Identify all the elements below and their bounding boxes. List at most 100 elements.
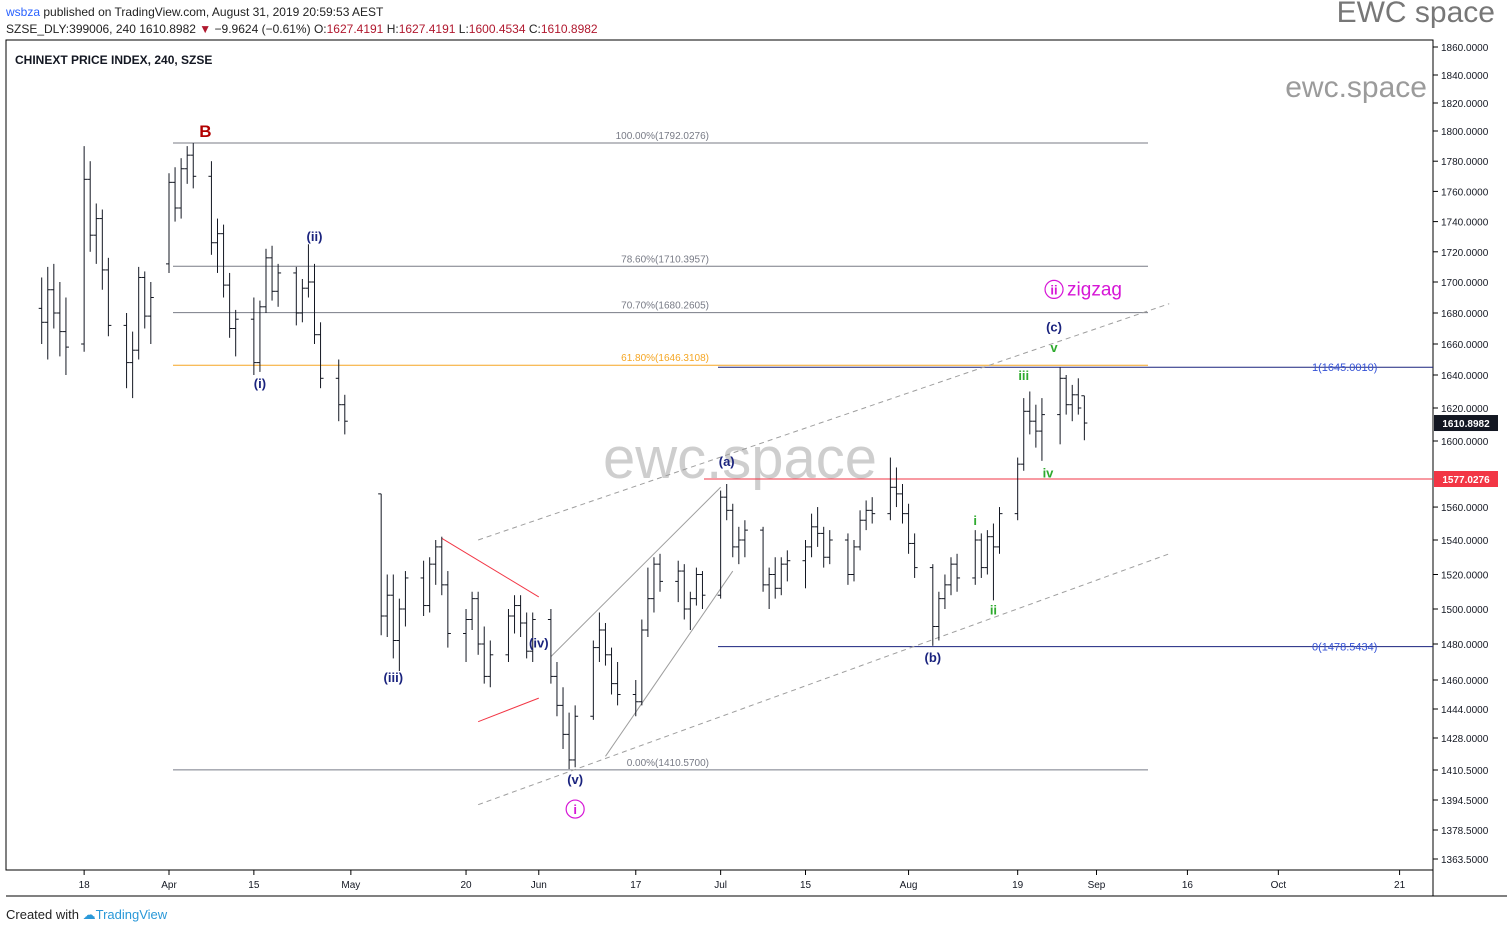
y-tick-label: 1660.0000 [1441,340,1489,351]
y-tick-label: 1363.5000 [1441,855,1489,866]
x-tick-label: 20 [460,880,472,891]
wave-label: (v) [567,772,583,787]
wave-labels: B(i)(ii)(iii)(iv)(v)i(a)(b)(c)ii zigzagii… [199,122,1122,819]
y-tick-label: 1640.0000 [1441,371,1489,382]
y-tick-label: 1800.0000 [1441,127,1489,138]
low-value: 1600.4534 [468,22,526,36]
wave-label: ii [1050,282,1057,297]
time-axis[interactable]: 18 Apr 15 May 20 Jun 17 Jul 15 Aug 19 Sep 16 Oct 21 [79,870,1406,891]
x-tick-label: May [341,880,360,891]
y-tick-label: 1680.0000 [1441,309,1489,320]
wave-label: B [199,122,211,141]
published-text: published on TradingView.com, August 31,… [43,5,384,19]
high-value: 1627.4191 [398,22,456,36]
y-tick-label: 1740.0000 [1441,218,1489,229]
watermark-small: ewc.space [1285,71,1427,104]
x-tick-label: 19 [1012,880,1024,891]
trendline[interactable] [478,303,1170,541]
x-tick-label: Sep [1088,880,1106,891]
x-tick-label: Apr [161,880,177,891]
tradingview-link[interactable]: TradingView [95,907,168,922]
x-tick-label: Jul [714,880,727,891]
o-label: O: [313,22,327,36]
c-label: C: [528,22,541,36]
fib-label: 70.70%(1680.2605) [621,301,709,312]
symbol-text: SZSE_DLY:399006, 240 [6,22,136,36]
x-tick-label: Oct [1271,880,1287,891]
tradingview-logo-icon[interactable]: ☁ [82,907,96,922]
trendline[interactable] [605,570,734,757]
y-tick-label: 1760.0000 [1441,187,1489,198]
y-tick-label: 1378.5000 [1441,826,1489,837]
chart-title: CHINEXT PRICE INDEX, 240, SZSE [15,53,212,67]
y-tick-label: 1500.0000 [1441,605,1489,616]
price-axis[interactable]: 1860.0000 1840.0000 1820.0000 1800.0000 1780… [1433,43,1498,866]
x-tick-label: 17 [630,880,642,891]
x-tick-label: Jun [531,880,547,891]
change-text: −9.9624 (−0.61%) [214,22,311,36]
price-badge-label: 1577.0276 [1442,475,1490,486]
y-tick-label: 1600.0000 [1441,437,1489,448]
y-tick-label: 1780.0000 [1441,157,1489,168]
publisher-user[interactable]: wsbza [6,5,41,19]
wave-label: (c) [1046,320,1062,335]
trendline[interactable] [441,537,540,598]
projection-label: 1(1645.0010) [1312,362,1377,374]
ohlc-line: SZSE_DLY:399006, 240 1610.8982 ▼ −9.9624… [6,22,598,36]
wave-circle-icon [1044,279,1064,299]
change-down-icon: ▼ [199,22,212,36]
y-tick-label: 1620.0000 [1441,404,1489,415]
fib-label: 61.80%(1646.3108) [621,353,709,364]
trendline[interactable] [477,697,539,723]
y-tick-label: 1560.0000 [1441,503,1489,514]
price-badge-label: 1610.8982 [1442,419,1490,430]
y-tick-label: 1428.0000 [1441,734,1489,745]
y-tick-label: 1820.0000 [1441,99,1489,110]
wave-label: (b) [925,650,942,665]
ohlc-bars [38,143,1088,770]
created-with-text: Created with [6,907,79,922]
y-tick-label: 1700.0000 [1441,278,1489,289]
x-tick-label: 15 [248,880,260,891]
l-label: L: [458,22,469,36]
last-price: 1610.8982 [139,22,196,36]
wave-label: (i) [254,376,266,391]
footer: Created with ☁TradingView [6,907,167,923]
wave-label-suffix: zigzag [1067,279,1122,300]
wave-label: (ii) [307,229,323,244]
y-tick-label: 1520.0000 [1441,571,1489,582]
trendline[interactable] [550,486,721,657]
y-tick-label: 1460.0000 [1441,676,1489,687]
watermark-big: ewc.space [603,426,877,491]
price-badge [1434,471,1498,487]
x-tick-label: 21 [1394,880,1406,891]
fib-label: 0.00%(1410.5700) [627,758,709,769]
brand-top: EWC space [1336,0,1495,29]
y-tick-label: 1840.0000 [1441,71,1489,82]
h-label: H: [386,22,399,36]
y-tick-label: 1720.0000 [1441,248,1489,259]
y-tick-label: 1480.0000 [1441,640,1489,651]
wave-label: iii [1018,368,1029,383]
x-tick-label: 18 [79,880,91,891]
y-tick-label: 1540.0000 [1441,536,1489,547]
wave-label: (iii) [384,670,404,685]
wave-label: i [973,513,977,528]
fib-label: 100.00%(1792.0276) [616,131,709,142]
trendline[interactable] [477,553,1170,806]
wave-label: v [1050,340,1058,355]
y-tick-label: 1444.0000 [1441,705,1489,716]
open-value: 1627.4191 [326,22,384,36]
y-tick-label: 1860.0000 [1441,43,1489,54]
x-tick-label: 16 [1182,880,1194,891]
y-tick-label: 1410.5000 [1441,766,1489,777]
wave-label: ii [990,602,997,617]
projection-label: 0(1478.5434) [1312,642,1377,654]
fib-label: 78.60%(1710.3957) [621,254,709,265]
x-tick-label: 15 [800,880,812,891]
wave-label: (iv) [529,636,549,651]
wave-label: iv [1043,465,1055,480]
publisher-line: wsbza published on TradingView.com, Augu… [6,5,383,19]
fib-levels: 100.00%(1792.0276) 78.60%(1710.3957) 70.70… [173,131,1433,771]
